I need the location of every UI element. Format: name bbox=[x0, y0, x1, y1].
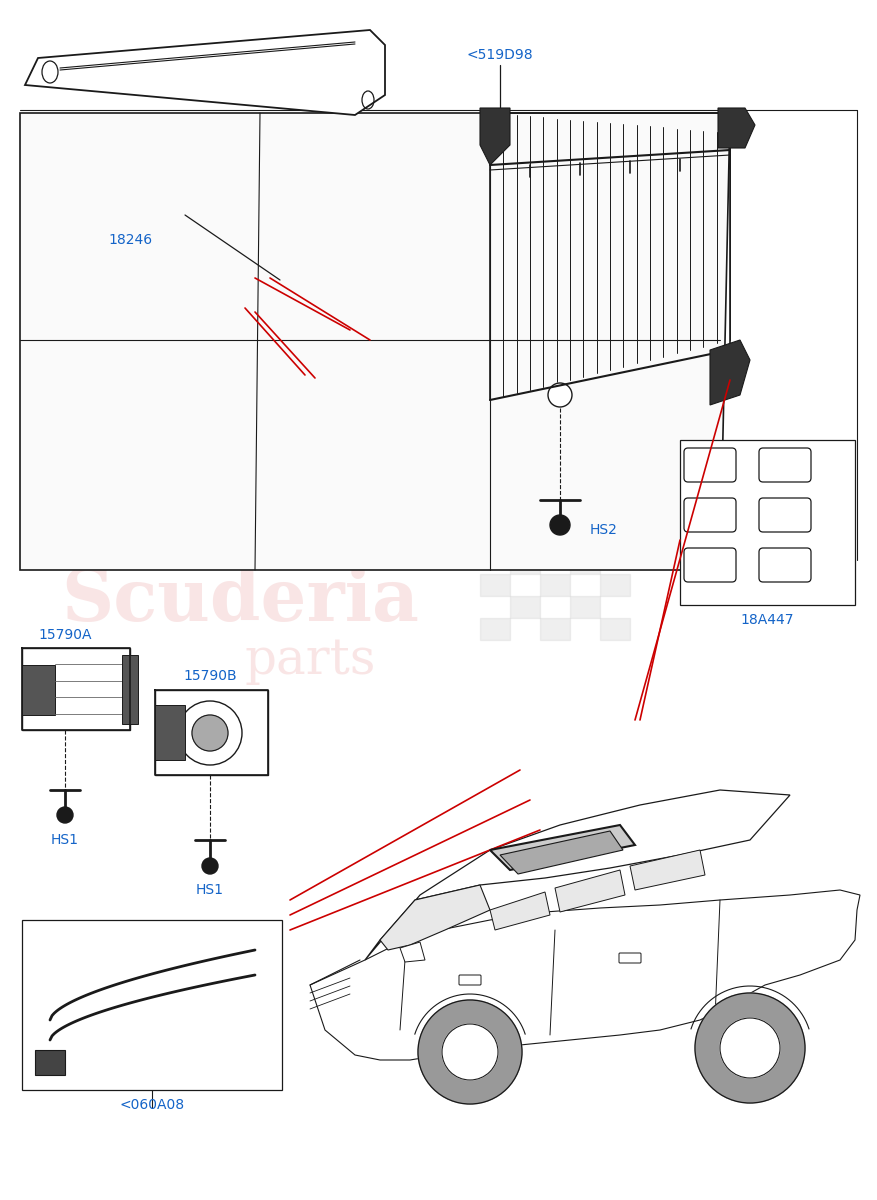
Bar bbox=[540, 618, 570, 640]
Polygon shape bbox=[490, 826, 635, 870]
FancyBboxPatch shape bbox=[459, 974, 481, 985]
Bar bbox=[480, 574, 510, 596]
Polygon shape bbox=[555, 870, 625, 912]
Text: <060A08: <060A08 bbox=[119, 1098, 184, 1112]
Polygon shape bbox=[380, 886, 490, 950]
Text: 15790B: 15790B bbox=[183, 670, 237, 683]
Text: HS1: HS1 bbox=[196, 883, 224, 898]
Text: 18A447: 18A447 bbox=[740, 613, 794, 626]
FancyBboxPatch shape bbox=[619, 953, 641, 962]
Bar bbox=[570, 596, 600, 618]
Polygon shape bbox=[710, 340, 750, 404]
Text: 15790A: 15790A bbox=[39, 628, 92, 642]
Circle shape bbox=[418, 1000, 522, 1104]
Circle shape bbox=[202, 858, 218, 874]
Text: <519D98: <519D98 bbox=[467, 48, 533, 62]
Polygon shape bbox=[718, 108, 755, 148]
FancyBboxPatch shape bbox=[759, 498, 811, 532]
Polygon shape bbox=[25, 30, 385, 115]
Text: parts: parts bbox=[245, 635, 375, 685]
Bar bbox=[480, 618, 510, 640]
Polygon shape bbox=[400, 942, 425, 962]
Circle shape bbox=[695, 994, 805, 1103]
Bar bbox=[510, 596, 540, 618]
Text: 18246: 18246 bbox=[108, 233, 152, 247]
Polygon shape bbox=[480, 108, 510, 164]
Bar bbox=[510, 552, 540, 574]
Bar bbox=[570, 552, 600, 574]
Text: HS2: HS2 bbox=[590, 523, 618, 538]
Circle shape bbox=[442, 1024, 498, 1080]
Polygon shape bbox=[35, 1050, 65, 1075]
Polygon shape bbox=[490, 892, 550, 930]
Polygon shape bbox=[155, 704, 185, 760]
FancyBboxPatch shape bbox=[684, 548, 736, 582]
FancyBboxPatch shape bbox=[684, 448, 736, 482]
FancyBboxPatch shape bbox=[759, 548, 811, 582]
Circle shape bbox=[548, 383, 572, 407]
Polygon shape bbox=[155, 690, 268, 775]
Circle shape bbox=[720, 1018, 780, 1078]
Text: Scuderia: Scuderia bbox=[61, 564, 419, 636]
Polygon shape bbox=[122, 655, 138, 724]
Bar bbox=[540, 574, 570, 596]
Bar bbox=[600, 574, 630, 596]
Bar bbox=[600, 530, 630, 552]
Bar bbox=[22, 920, 282, 1090]
Bar bbox=[600, 618, 630, 640]
Bar bbox=[480, 530, 510, 552]
FancyBboxPatch shape bbox=[684, 498, 736, 532]
Text: HS1: HS1 bbox=[51, 833, 79, 847]
FancyBboxPatch shape bbox=[759, 448, 811, 482]
Polygon shape bbox=[20, 113, 730, 570]
Bar bbox=[540, 530, 570, 552]
Polygon shape bbox=[630, 850, 705, 890]
Polygon shape bbox=[22, 648, 130, 730]
Bar bbox=[680, 440, 855, 605]
Circle shape bbox=[57, 806, 73, 823]
Circle shape bbox=[192, 715, 228, 751]
Polygon shape bbox=[365, 790, 790, 960]
Circle shape bbox=[178, 701, 242, 766]
Circle shape bbox=[550, 515, 570, 535]
Polygon shape bbox=[310, 890, 860, 1060]
Polygon shape bbox=[22, 665, 55, 715]
Polygon shape bbox=[500, 830, 623, 874]
